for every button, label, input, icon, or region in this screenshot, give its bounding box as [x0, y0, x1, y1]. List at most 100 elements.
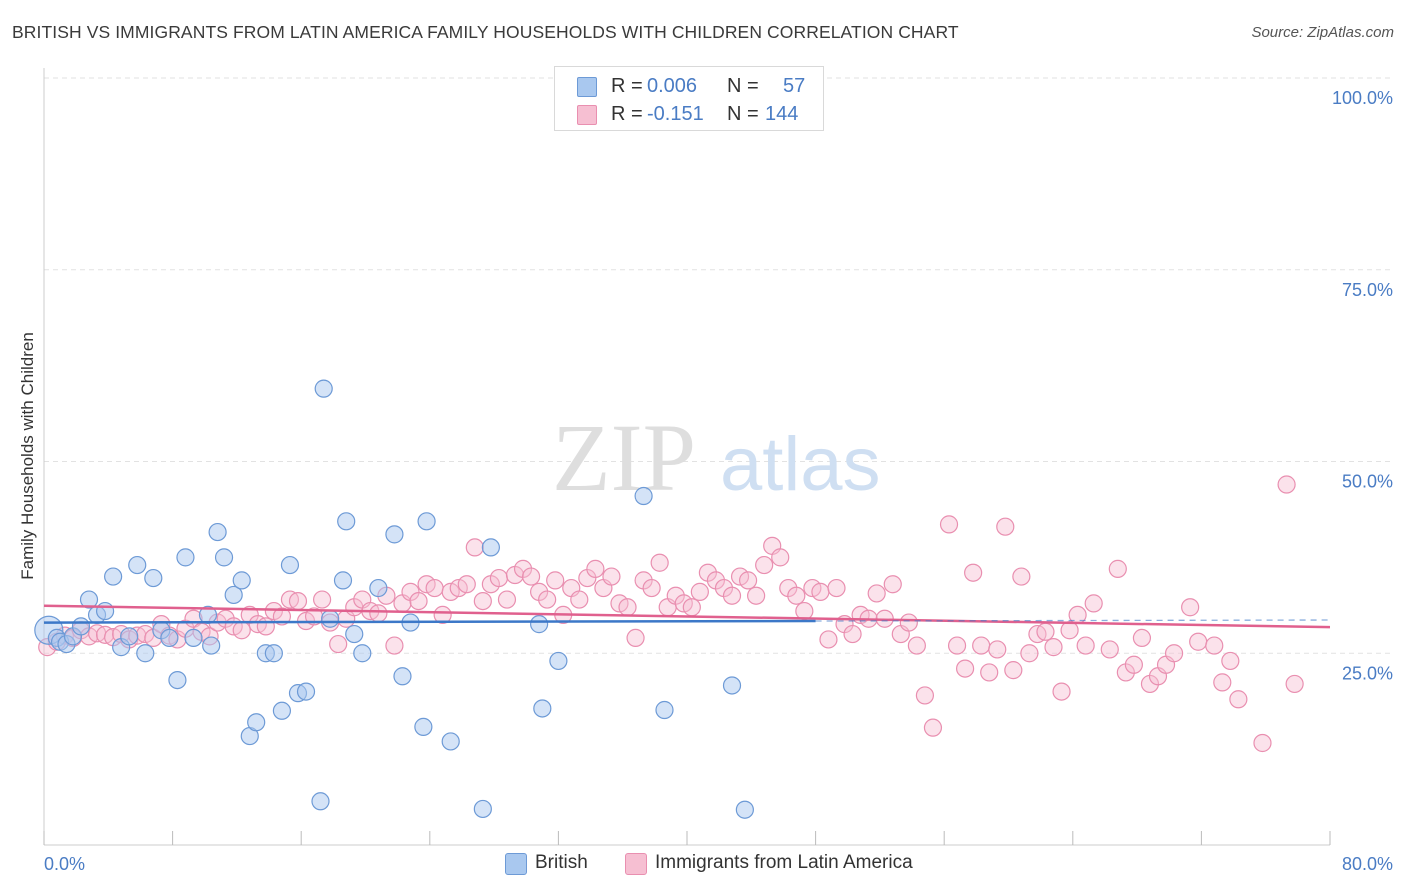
- latin-point: [915, 686, 935, 705]
- british-point: [655, 700, 674, 720]
- british-point: [549, 651, 568, 671]
- latin-point: [369, 604, 388, 623]
- latin-point: [1132, 628, 1152, 648]
- british-trend-line: [43, 619, 816, 624]
- legend-british-label: British: [535, 852, 588, 873]
- latin-point: [626, 628, 645, 648]
- latin-point: [787, 586, 806, 605]
- latin-point: [867, 584, 886, 603]
- latin-point: [996, 517, 1015, 536]
- british-point: [202, 636, 221, 655]
- british-points: [34, 379, 754, 819]
- british-r-value: 0.006: [647, 75, 698, 97]
- axes: [43, 68, 1331, 846]
- legend-british-swatch: [505, 853, 527, 875]
- y-tick-label: 100.0%: [1332, 88, 1393, 108]
- watermark-zip: ZIP: [552, 404, 696, 511]
- latin-point: [811, 582, 830, 601]
- latin-point: [923, 718, 943, 737]
- latin-point: [947, 636, 967, 655]
- latin-point: [1277, 475, 1296, 494]
- latin-swatch: [577, 105, 597, 125]
- latin-point: [690, 582, 709, 601]
- latin-point: [650, 553, 669, 572]
- latin-point: [1189, 632, 1208, 651]
- british-point: [104, 567, 123, 586]
- latin-point: [899, 613, 918, 632]
- latin-point: [1253, 733, 1272, 753]
- latin-point: [602, 567, 621, 586]
- british-point: [353, 644, 372, 663]
- british-point: [414, 717, 433, 736]
- british-point: [385, 525, 404, 544]
- british-point: [176, 548, 195, 567]
- british-point: [280, 555, 300, 575]
- y-tick-label: 75.0%: [1342, 280, 1393, 300]
- latin-point: [755, 555, 774, 575]
- chart-title: BRITISH VS IMMIGRANTS FROM LATIN AMERICA…: [12, 22, 959, 42]
- british-point: [144, 568, 163, 588]
- y-tick-label: 25.0%: [1342, 663, 1393, 683]
- latin-point: [329, 634, 348, 654]
- british-point: [417, 512, 436, 531]
- british-point: [296, 682, 316, 701]
- latin-point: [722, 586, 742, 605]
- british-point: [224, 585, 243, 605]
- watermark-atlas: atlas: [720, 422, 881, 507]
- british-point: [530, 615, 549, 634]
- latin-point: [425, 578, 444, 598]
- latin-point: [312, 590, 332, 609]
- latin-point: [747, 586, 766, 605]
- y-tick-label: 50.0%: [1342, 472, 1393, 492]
- british-n-label: N =: [727, 75, 759, 97]
- latin-point: [682, 598, 701, 617]
- latin-point: [288, 591, 308, 611]
- latin-point: [546, 571, 565, 590]
- legend-latin-label: Immigrants from Latin America: [655, 852, 913, 873]
- latin-point: [1205, 636, 1224, 655]
- latin-point: [1060, 621, 1079, 640]
- british-point: [441, 732, 460, 751]
- grid-lines: [44, 77, 1390, 654]
- british-point: [247, 713, 266, 732]
- latin-point: [538, 590, 557, 609]
- latin-point: [939, 515, 959, 534]
- british-point: [735, 800, 754, 819]
- latin-point: [409, 591, 428, 611]
- latin-point: [771, 548, 790, 567]
- british-point: [120, 627, 139, 646]
- british-point: [369, 578, 388, 598]
- latin-point: [433, 605, 452, 625]
- british-n-value: 57: [783, 75, 806, 97]
- latin-point: [988, 640, 1007, 659]
- british-point: [79, 590, 99, 609]
- latin-point: [1229, 690, 1248, 709]
- british-point: [95, 601, 115, 621]
- latin-point: [1044, 638, 1063, 657]
- x-tick-label: 80.0%: [1342, 854, 1393, 874]
- latin-point: [1181, 598, 1200, 617]
- latin-point: [964, 563, 983, 582]
- latin-point: [1108, 559, 1127, 578]
- trend-lines: [43, 604, 1331, 629]
- latin-point: [586, 559, 605, 578]
- latin-point: [819, 630, 838, 649]
- latin-point: [980, 663, 999, 682]
- latin-point: [1012, 567, 1031, 586]
- latin-point: [1084, 594, 1103, 613]
- latin-point: [256, 617, 275, 636]
- british-point: [321, 609, 340, 628]
- latin-point: [272, 607, 292, 626]
- british-point: [214, 548, 234, 567]
- latin-point: [232, 621, 251, 640]
- tick-labels: 25.0% 50.0% 75.0% 100.0% 0.0% 80.0%: [44, 88, 1393, 874]
- british-point: [136, 644, 155, 663]
- british-point: [168, 670, 187, 690]
- latin-trend-line: [43, 604, 1331, 629]
- british-point: [160, 628, 179, 648]
- legend-latin-swatch: [625, 853, 647, 875]
- x-tick-label: 0.0%: [44, 854, 85, 874]
- latin-point: [1285, 674, 1304, 694]
- latin-point: [1004, 661, 1023, 680]
